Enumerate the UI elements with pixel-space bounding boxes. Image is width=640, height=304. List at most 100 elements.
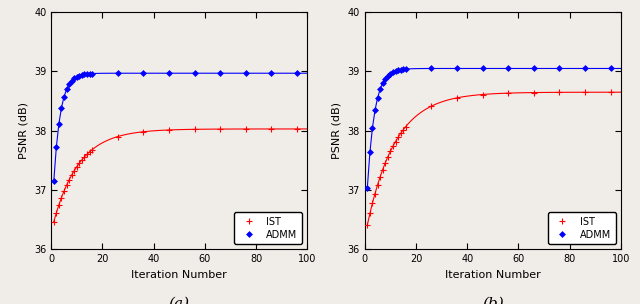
- IST: [68, 173, 76, 177]
- IST: [607, 90, 614, 94]
- ADMM: [394, 68, 402, 72]
- IST: [428, 104, 435, 108]
- IST: [376, 175, 384, 179]
- ADMM: [387, 72, 394, 75]
- ADMM: [293, 71, 301, 75]
- ADMM: [379, 81, 387, 85]
- ADMM: [216, 71, 224, 75]
- IST: [293, 127, 301, 131]
- Line: ADMM: ADMM: [365, 66, 612, 190]
- ADMM: [556, 67, 563, 70]
- IST: [387, 149, 394, 153]
- ADMM: [78, 73, 86, 77]
- ADMM: [364, 186, 371, 189]
- IST: [60, 189, 68, 193]
- IST: [374, 183, 381, 187]
- ADMM: [397, 68, 404, 71]
- ADMM: [376, 87, 384, 91]
- ADMM: [504, 67, 512, 70]
- Y-axis label: PSNR (dB): PSNR (dB): [19, 102, 28, 159]
- ADMM: [58, 106, 65, 110]
- IST: [399, 128, 407, 132]
- ADMM: [384, 74, 392, 78]
- ADMM: [374, 96, 381, 100]
- IST: [364, 223, 371, 227]
- ADMM: [70, 77, 78, 80]
- IST: [50, 220, 58, 223]
- IST: [76, 161, 83, 165]
- IST: [58, 196, 65, 199]
- IST: [78, 158, 86, 162]
- IST: [381, 161, 389, 165]
- ADMM: [191, 71, 198, 75]
- ADMM: [50, 180, 58, 183]
- IST: [63, 183, 70, 187]
- IST: [384, 155, 392, 159]
- Text: (b): (b): [482, 297, 504, 304]
- ADMM: [371, 108, 379, 112]
- IST: [530, 91, 538, 95]
- ADMM: [581, 67, 589, 70]
- ADMM: [140, 71, 147, 75]
- IST: [70, 169, 78, 172]
- IST: [88, 148, 96, 151]
- ADMM: [65, 82, 73, 86]
- IST: [216, 127, 224, 131]
- IST: [140, 130, 147, 133]
- IST: [369, 201, 376, 205]
- IST: [242, 127, 250, 131]
- IST: [402, 125, 410, 128]
- IST: [83, 152, 91, 156]
- ADMM: [81, 73, 88, 76]
- Legend: IST, ADMM: IST, ADMM: [234, 212, 302, 244]
- ADMM: [453, 67, 461, 70]
- ADMM: [88, 72, 96, 75]
- IST: [581, 90, 589, 94]
- IST: [165, 128, 173, 132]
- ADMM: [399, 67, 407, 71]
- IST: [371, 192, 379, 195]
- ADMM: [268, 71, 275, 75]
- IST: [114, 135, 122, 138]
- X-axis label: Iteration Number: Iteration Number: [445, 270, 541, 280]
- ADMM: [114, 71, 122, 75]
- ADMM: [83, 72, 91, 76]
- IST: [504, 91, 512, 95]
- IST: [379, 168, 387, 171]
- IST: [397, 132, 404, 135]
- ADMM: [55, 122, 63, 126]
- IST: [73, 165, 81, 168]
- ADMM: [76, 74, 83, 78]
- Text: (a): (a): [169, 297, 190, 304]
- IST: [389, 144, 397, 148]
- ADMM: [402, 67, 410, 71]
- Line: IST: IST: [51, 126, 300, 225]
- Line: ADMM: ADMM: [52, 71, 299, 184]
- Y-axis label: PSNR (dB): PSNR (dB): [332, 102, 342, 159]
- IST: [268, 127, 275, 131]
- IST: [392, 140, 399, 143]
- Legend: IST, ADMM: IST, ADMM: [548, 212, 616, 244]
- Line: IST: IST: [365, 89, 613, 228]
- ADMM: [86, 72, 93, 76]
- IST: [55, 203, 63, 207]
- ADMM: [242, 71, 250, 75]
- ADMM: [60, 95, 68, 99]
- IST: [366, 212, 374, 215]
- ADMM: [530, 67, 538, 70]
- IST: [191, 127, 198, 131]
- ADMM: [165, 71, 173, 75]
- ADMM: [68, 79, 76, 83]
- ADMM: [63, 88, 70, 91]
- IST: [394, 136, 402, 139]
- IST: [86, 150, 93, 154]
- ADMM: [369, 126, 376, 130]
- ADMM: [389, 70, 397, 74]
- ADMM: [366, 150, 374, 154]
- IST: [65, 178, 73, 182]
- IST: [479, 93, 486, 96]
- ADMM: [607, 67, 614, 70]
- ADMM: [52, 145, 60, 149]
- ADMM: [428, 67, 435, 70]
- IST: [81, 155, 88, 159]
